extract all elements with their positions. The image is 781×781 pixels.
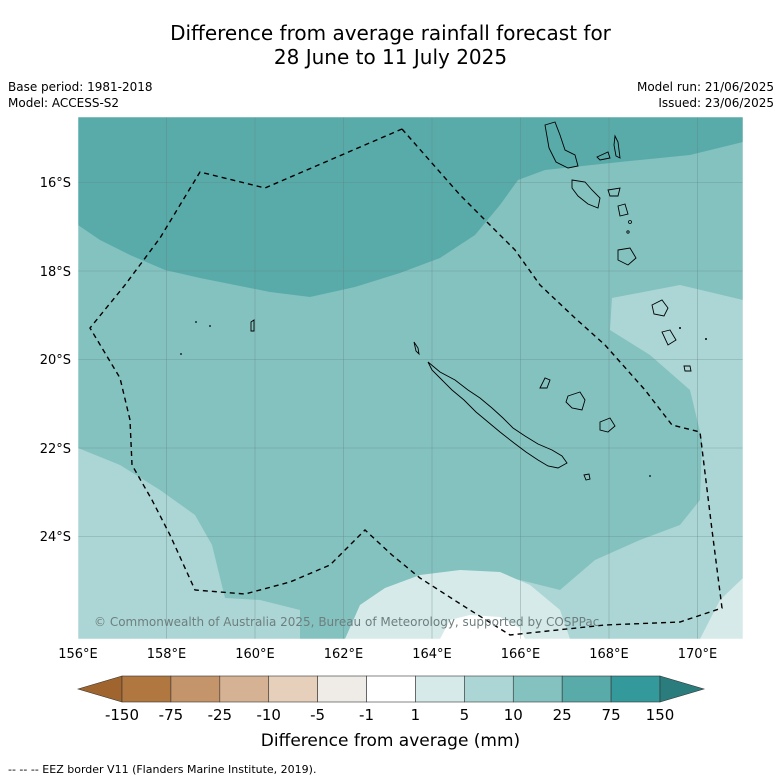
efate-island xyxy=(617,203,629,217)
colorbar-tick-label: -1 xyxy=(359,706,374,724)
lat-tick-label: 24°S xyxy=(40,530,71,545)
erromango-island xyxy=(617,247,637,266)
chart-title-line1: Difference from average rainfall forecas… xyxy=(170,21,611,45)
mare-island xyxy=(599,417,616,433)
rainfall-anomaly-field: © Commonwealth of Australia 2025, Bureau… xyxy=(78,117,743,639)
colorbar-tick-label: -75 xyxy=(159,706,184,724)
colorbar: -150 -75 -25 -10 -5 -1 1 5 10 25 75 150 xyxy=(76,675,706,724)
lat-tick-label: 18°S xyxy=(40,265,71,280)
colorbar-tick-label: 75 xyxy=(602,706,621,724)
small-island xyxy=(679,327,681,329)
small-island xyxy=(705,338,707,340)
gridlines xyxy=(78,117,743,639)
eez-border xyxy=(89,128,723,636)
lifou-island xyxy=(565,391,586,411)
colorbar-tick-label: -5 xyxy=(310,706,325,724)
ouvea-island xyxy=(539,377,551,389)
model-label: Model: ACCESS-S2 xyxy=(8,96,120,110)
copyright-notice: © Commonwealth of Australia 2025, Bureau… xyxy=(94,615,599,629)
colorbar-segment xyxy=(317,675,367,703)
colorbar-segment xyxy=(219,675,270,703)
latitude-ticks: 16°S 18°S 20°S 22°S 24°S xyxy=(40,176,71,545)
eez-legend-note: -- -- -- EEZ border V11 (Flanders Marine… xyxy=(8,763,317,776)
colorbar-tick-label: -10 xyxy=(256,706,281,724)
small-island xyxy=(626,230,630,234)
chesterfield-reef xyxy=(250,319,255,332)
isle-of-pines xyxy=(583,473,591,481)
eastern-island xyxy=(651,299,669,317)
malekula-island xyxy=(571,179,601,209)
chart-title-line2: 28 June to 11 July 2025 xyxy=(273,45,508,69)
base-period-label: Base period: 1981-2018 xyxy=(8,80,153,94)
colorbar-title: Difference from average (mm) xyxy=(260,731,521,751)
colorbar-tick-label: 1 xyxy=(411,706,421,724)
espiritu-santo-island xyxy=(544,121,579,169)
small-island xyxy=(180,353,182,355)
colorbar-tick-label: 25 xyxy=(553,706,572,724)
maewo-pentecost-island xyxy=(613,134,621,159)
colorbar-segment xyxy=(512,675,563,703)
small-island xyxy=(209,325,211,327)
small-island xyxy=(649,475,651,477)
colorbar-tick-label: 10 xyxy=(504,706,523,724)
eastern-island xyxy=(683,365,692,372)
colorbar-segment xyxy=(610,675,661,703)
colorbar-segment xyxy=(366,675,416,703)
colorbar-tick-label: 150 xyxy=(646,706,675,724)
colorbar-extension-low xyxy=(76,675,123,703)
belep-islands xyxy=(413,341,420,356)
lat-tick-label: 22°S xyxy=(40,442,71,457)
lon-tick-label: 164°E xyxy=(412,647,452,662)
band-neutral xyxy=(440,615,525,639)
colorbar-segment xyxy=(268,675,318,703)
band-1-5-south xyxy=(345,570,570,639)
lon-tick-label: 168°E xyxy=(589,647,629,662)
map-frame xyxy=(77,116,744,640)
new-caledonia-mainland xyxy=(427,361,568,469)
colorbar-segment xyxy=(121,675,172,703)
colorbar-tick-label: -150 xyxy=(105,706,139,724)
colorbar-segment xyxy=(464,675,514,703)
small-island xyxy=(628,220,632,224)
longitude-ticks: 156°E 158°E 160°E 162°E 164°E 166°E 168°… xyxy=(58,647,717,662)
lon-tick-label: 170°E xyxy=(678,647,718,662)
lon-tick-label: 158°E xyxy=(147,647,187,662)
small-island xyxy=(195,321,197,323)
eastern-island xyxy=(661,329,677,346)
ambrym-epi-islands xyxy=(607,187,621,197)
ambae-island xyxy=(596,151,611,161)
colorbar-segment xyxy=(561,675,612,703)
lon-tick-label: 162°E xyxy=(324,647,364,662)
lon-tick-label: 166°E xyxy=(501,647,541,662)
lat-tick-label: 16°S xyxy=(40,176,71,191)
colorbar-tick-label: -25 xyxy=(208,706,233,724)
colorbar-segment xyxy=(415,675,465,703)
colorbar-extension-high xyxy=(659,675,706,703)
colorbar-tick-label: 5 xyxy=(460,706,470,724)
model-run-label: Model run: 21/06/2025 xyxy=(636,80,774,94)
lon-tick-label: 160°E xyxy=(235,647,275,662)
lon-tick-label: 156°E xyxy=(58,647,98,662)
issued-label: Issued: 23/06/2025 xyxy=(658,96,774,110)
colorbar-segment xyxy=(170,675,221,703)
lat-tick-label: 20°S xyxy=(40,353,71,368)
band-1-5-southeast xyxy=(700,578,743,639)
